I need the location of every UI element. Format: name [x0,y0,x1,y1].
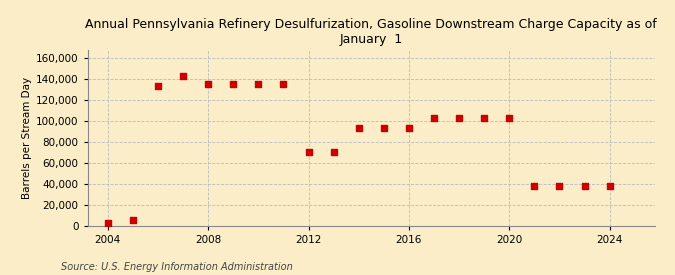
Point [429,116,439,120]
Point [404,126,414,130]
Point [228,82,239,86]
Point [178,73,188,78]
Point [379,126,389,130]
Point [353,126,364,130]
Text: Source: U.S. Energy Information Administration: Source: U.S. Energy Information Administ… [61,262,292,272]
Point [128,218,138,222]
Point [103,221,113,226]
Point [253,82,264,86]
Point [202,82,213,86]
Point [303,150,314,154]
Point [554,183,565,188]
Point [153,84,163,88]
Point [579,183,590,188]
Point [278,82,289,86]
Point [504,116,514,120]
Point [604,183,615,188]
Y-axis label: Barrels per Stream Day: Barrels per Stream Day [22,76,32,199]
Point [328,150,339,154]
Point [479,116,489,120]
Point [454,116,464,120]
Point [529,183,540,188]
Title: Annual Pennsylvania Refinery Desulfurization, Gasoline Downstream Charge Capacit: Annual Pennsylvania Refinery Desulfuriza… [85,18,657,46]
